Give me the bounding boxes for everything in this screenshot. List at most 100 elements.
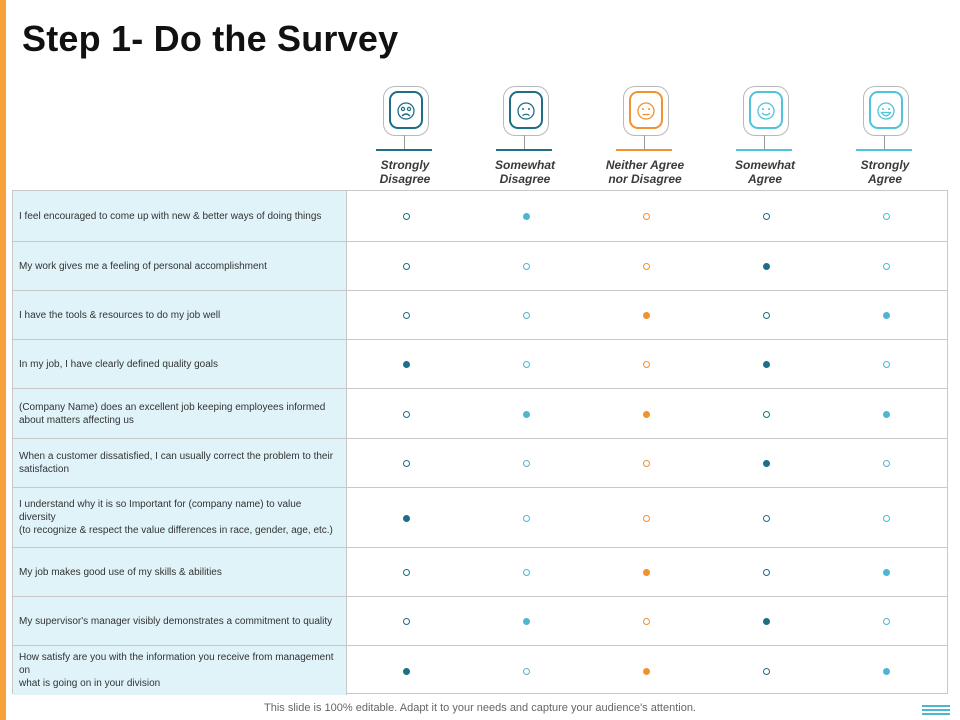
question-text: I feel encouraged to come up with new & … [19, 210, 322, 222]
question-cell: I understand why it is so Important for … [13, 488, 347, 547]
rating-dot-empty[interactable] [402, 618, 410, 625]
question-text: (Company Name) does an excellent job kee… [19, 401, 326, 426]
sad-face-icon [517, 102, 535, 120]
rating-dot-empty[interactable] [762, 514, 770, 522]
rating-dot-empty[interactable] [882, 460, 890, 467]
rating-dot-empty[interactable] [882, 361, 890, 368]
table-row: How satisfy are you with the information… [13, 645, 947, 695]
question-cell: In my job, I have clearly defined qualit… [13, 340, 347, 388]
question-cell: I have the tools & resources to do my jo… [13, 291, 347, 339]
rating-dot-empty[interactable] [642, 361, 650, 368]
table-row: I feel encouraged to come up with new & … [13, 191, 947, 241]
rating-dot-empty[interactable] [642, 263, 650, 270]
rating-dot-filled[interactable] [642, 667, 650, 675]
rating-dot-empty[interactable] [402, 212, 410, 220]
rating-dot-empty[interactable] [522, 312, 530, 319]
rating-dot-filled[interactable] [762, 263, 770, 270]
very-sad-face-icon [397, 102, 415, 120]
question-cell: My job makes good use of my skills & abi… [13, 548, 347, 596]
rating-dot-filled[interactable] [882, 569, 890, 576]
rating-dot-empty[interactable] [522, 263, 530, 270]
rating-dot-filled[interactable] [402, 514, 410, 522]
rating-dot-filled[interactable] [642, 569, 650, 576]
rating-dot-empty[interactable] [882, 514, 890, 522]
question-cell: (Company Name) does an excellent job kee… [13, 389, 347, 438]
table-row: I have the tools & resources to do my jo… [13, 290, 947, 339]
rating-dot-filled[interactable] [882, 410, 890, 418]
rating-dot-empty[interactable] [882, 263, 890, 270]
table-row: My job makes good use of my skills & abi… [13, 547, 947, 596]
rating-dot-filled[interactable] [642, 410, 650, 418]
column-icon-1 [376, 86, 439, 186]
rating-dot-filled[interactable] [882, 312, 890, 319]
smile-face-icon [757, 102, 775, 120]
rating-dot-empty[interactable] [402, 263, 410, 270]
column-icon-2 [496, 86, 559, 186]
column-label: Somewhat Agree [734, 158, 795, 186]
footer-note: This slide is 100% editable. Adapt it to… [264, 702, 696, 714]
rating-dot-empty[interactable] [522, 667, 530, 675]
rating-dot-filled[interactable] [402, 667, 410, 675]
rating-dot-empty[interactable] [402, 410, 410, 418]
table-row: When a customer dissatisfied, I can usua… [13, 438, 947, 487]
rating-dot-empty[interactable] [402, 569, 410, 576]
rating-dot-filled[interactable] [522, 212, 530, 220]
rating-dot-empty[interactable] [402, 312, 410, 319]
question-text: My job makes good use of my skills & abi… [19, 566, 222, 578]
question-text: In my job, I have clearly defined qualit… [19, 358, 218, 370]
rating-dot-filled[interactable] [882, 667, 890, 675]
icon-frame [623, 86, 669, 136]
question-cell: My supervisor's manager visibly demonstr… [13, 597, 347, 645]
rating-dot-empty[interactable] [522, 460, 530, 467]
rating-dot-empty[interactable] [522, 514, 530, 522]
rating-dot-empty[interactable] [882, 212, 890, 220]
question-text: My work gives me a feeling of personal a… [19, 260, 267, 272]
rating-dot-empty[interactable] [762, 667, 770, 675]
table-row: (Company Name) does an excellent job kee… [13, 388, 947, 438]
rating-dot-filled[interactable] [762, 618, 770, 625]
icon-frame [383, 86, 429, 136]
question-text: When a customer dissatisfied, I can usua… [19, 451, 334, 475]
question-text: How satisfy are you with the information… [19, 652, 334, 689]
rating-dot-empty[interactable] [522, 361, 530, 368]
question-text: I have the tools & resources to do my jo… [19, 309, 221, 321]
rating-dot-filled[interactable] [762, 361, 770, 368]
question-cell: My work gives me a feeling of personal a… [13, 242, 347, 290]
rating-dot-empty[interactable] [762, 312, 770, 319]
rating-dot-filled[interactable] [402, 361, 410, 368]
column-icon-3 [616, 86, 679, 186]
rating-dot-empty[interactable] [762, 212, 770, 220]
laughing-face-icon [877, 102, 895, 120]
survey-table: I feel encouraged to come up with new & … [12, 190, 948, 695]
question-text: I understand why it is so Important for … [19, 499, 333, 536]
question-text: My supervisor's manager visibly demonstr… [19, 615, 333, 627]
icon-frame [743, 86, 789, 136]
rating-dot-filled[interactable] [762, 460, 770, 467]
rating-dot-filled[interactable] [522, 410, 530, 418]
table-row: My supervisor's manager visibly demonstr… [13, 596, 947, 645]
rating-dot-empty[interactable] [762, 410, 770, 418]
rating-dot-filled[interactable] [642, 312, 650, 319]
column-label: Somewhat Disagree [494, 158, 555, 186]
column-icon-5 [856, 86, 919, 186]
rating-dot-empty[interactable] [522, 569, 530, 576]
rating-dot-empty[interactable] [642, 212, 650, 220]
table-row: I understand why it is so Important for … [13, 487, 947, 547]
rating-dot-empty[interactable] [762, 569, 770, 576]
rating-dot-empty[interactable] [642, 618, 650, 625]
column-label: Neither Agree nor Disagree [605, 158, 685, 186]
column-label: Strongly Agree [860, 158, 910, 186]
icon-frame [863, 86, 909, 136]
column-label: Strongly Disagree [379, 158, 431, 186]
rating-dot-filled[interactable] [522, 618, 530, 625]
rating-dot-empty[interactable] [642, 460, 650, 467]
rating-dot-empty[interactable] [402, 460, 410, 467]
table-row: In my job, I have clearly defined qualit… [13, 339, 947, 388]
neutral-face-icon [637, 102, 655, 120]
icon-frame [503, 86, 549, 136]
rating-dot-empty[interactable] [882, 618, 890, 625]
rating-dot-empty[interactable] [642, 514, 650, 522]
column-icon-4 [736, 86, 799, 186]
table-row: My work gives me a feeling of personal a… [13, 241, 947, 290]
page-title: Step 1- Do the Survey [22, 18, 399, 59]
